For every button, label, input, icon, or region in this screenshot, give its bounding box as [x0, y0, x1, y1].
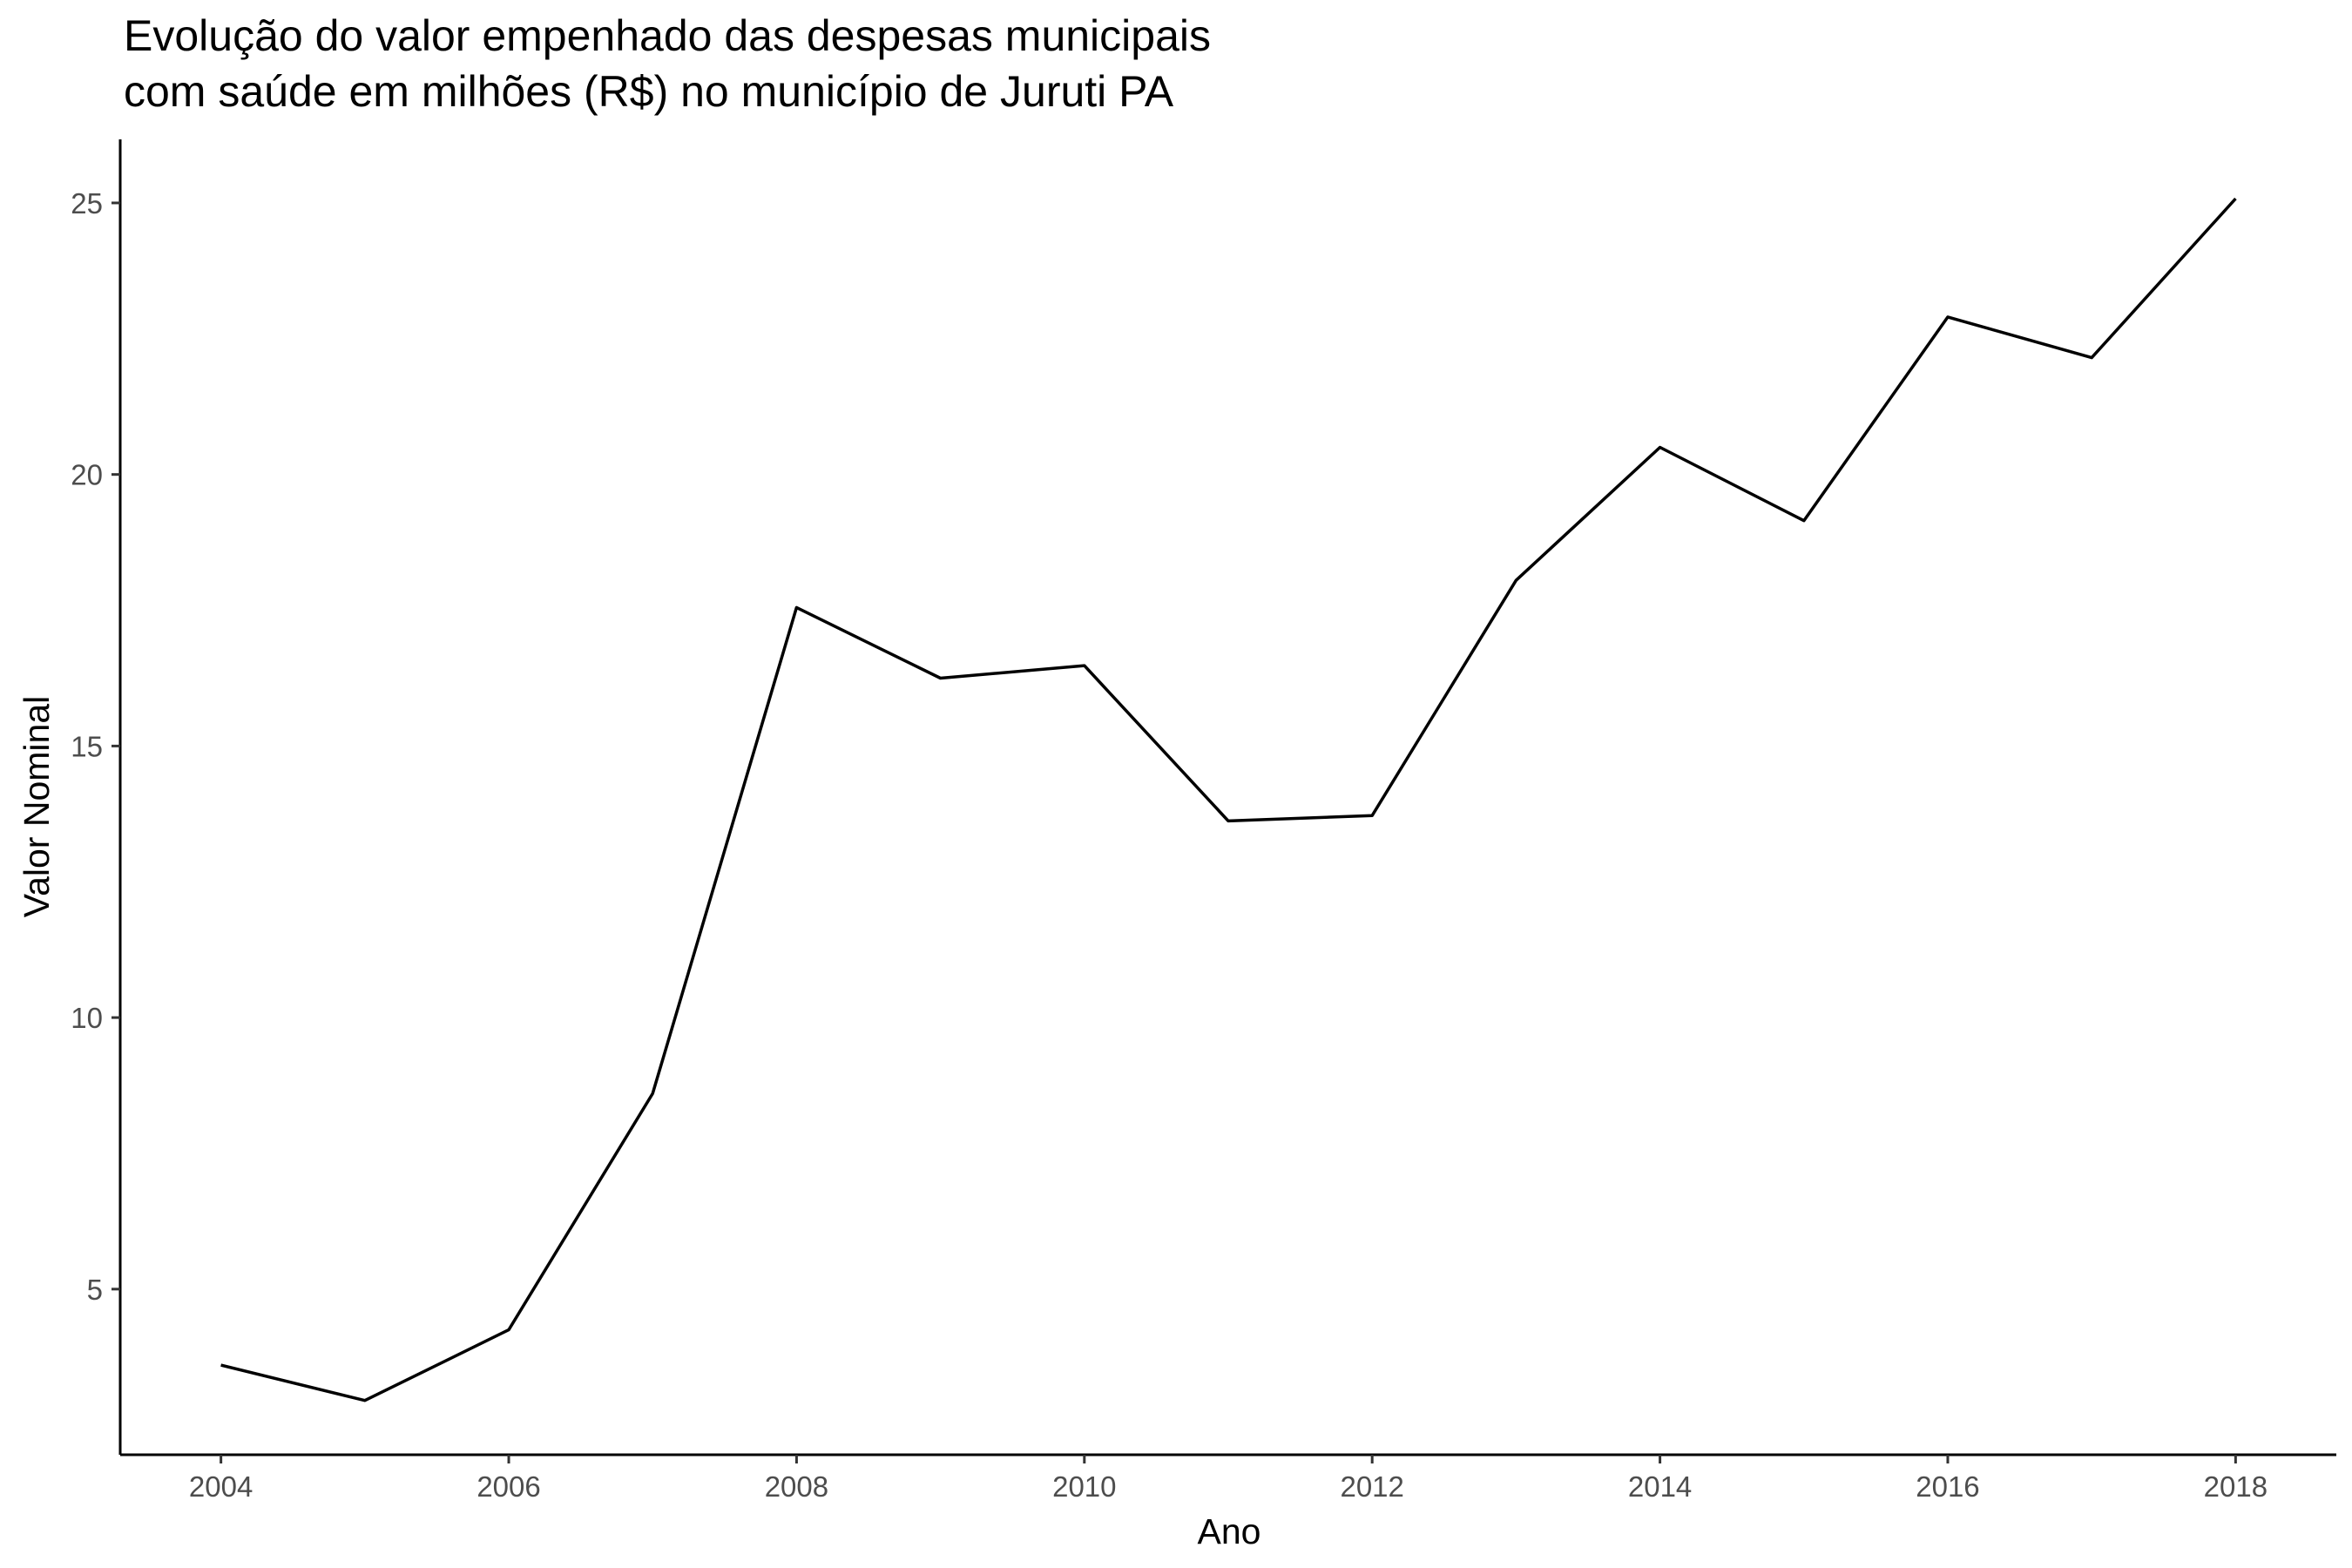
- x-tick-label: 2018: [2204, 1470, 2268, 1503]
- x-tick-label: 2010: [1052, 1470, 1116, 1503]
- x-tick-label: 2004: [189, 1470, 253, 1503]
- series-layer: [220, 197, 2237, 1402]
- y-axis: 5 10 15 20 25: [71, 139, 122, 1455]
- x-tick-label: 2014: [1628, 1470, 1692, 1503]
- y-tick-label: 25: [71, 187, 103, 220]
- x-tick-label: 2008: [765, 1470, 828, 1503]
- chart-title-line-2: com saúde em milhões (R$) no município d…: [124, 67, 1174, 116]
- chart-title-line-1: Evolução do valor empenhado das despesas…: [124, 11, 1211, 60]
- y-tick-label: 10: [71, 1002, 103, 1034]
- y-axis-title: Valor Nominal: [17, 696, 57, 917]
- x-tick-label: 2012: [1340, 1470, 1403, 1503]
- x-tick-label: 2006: [476, 1470, 540, 1503]
- y-tick-label: 5: [87, 1274, 103, 1306]
- x-tick-label: 2016: [1916, 1470, 1979, 1503]
- x-axis-title: Ano: [1198, 1511, 1261, 1551]
- x-axis: 2004 2006 2008 2010 2012 2014 2016 2018: [120, 1453, 2336, 1503]
- y-tick-label: 15: [71, 730, 103, 762]
- series-line: [220, 197, 2237, 1402]
- y-tick-label: 20: [71, 459, 103, 491]
